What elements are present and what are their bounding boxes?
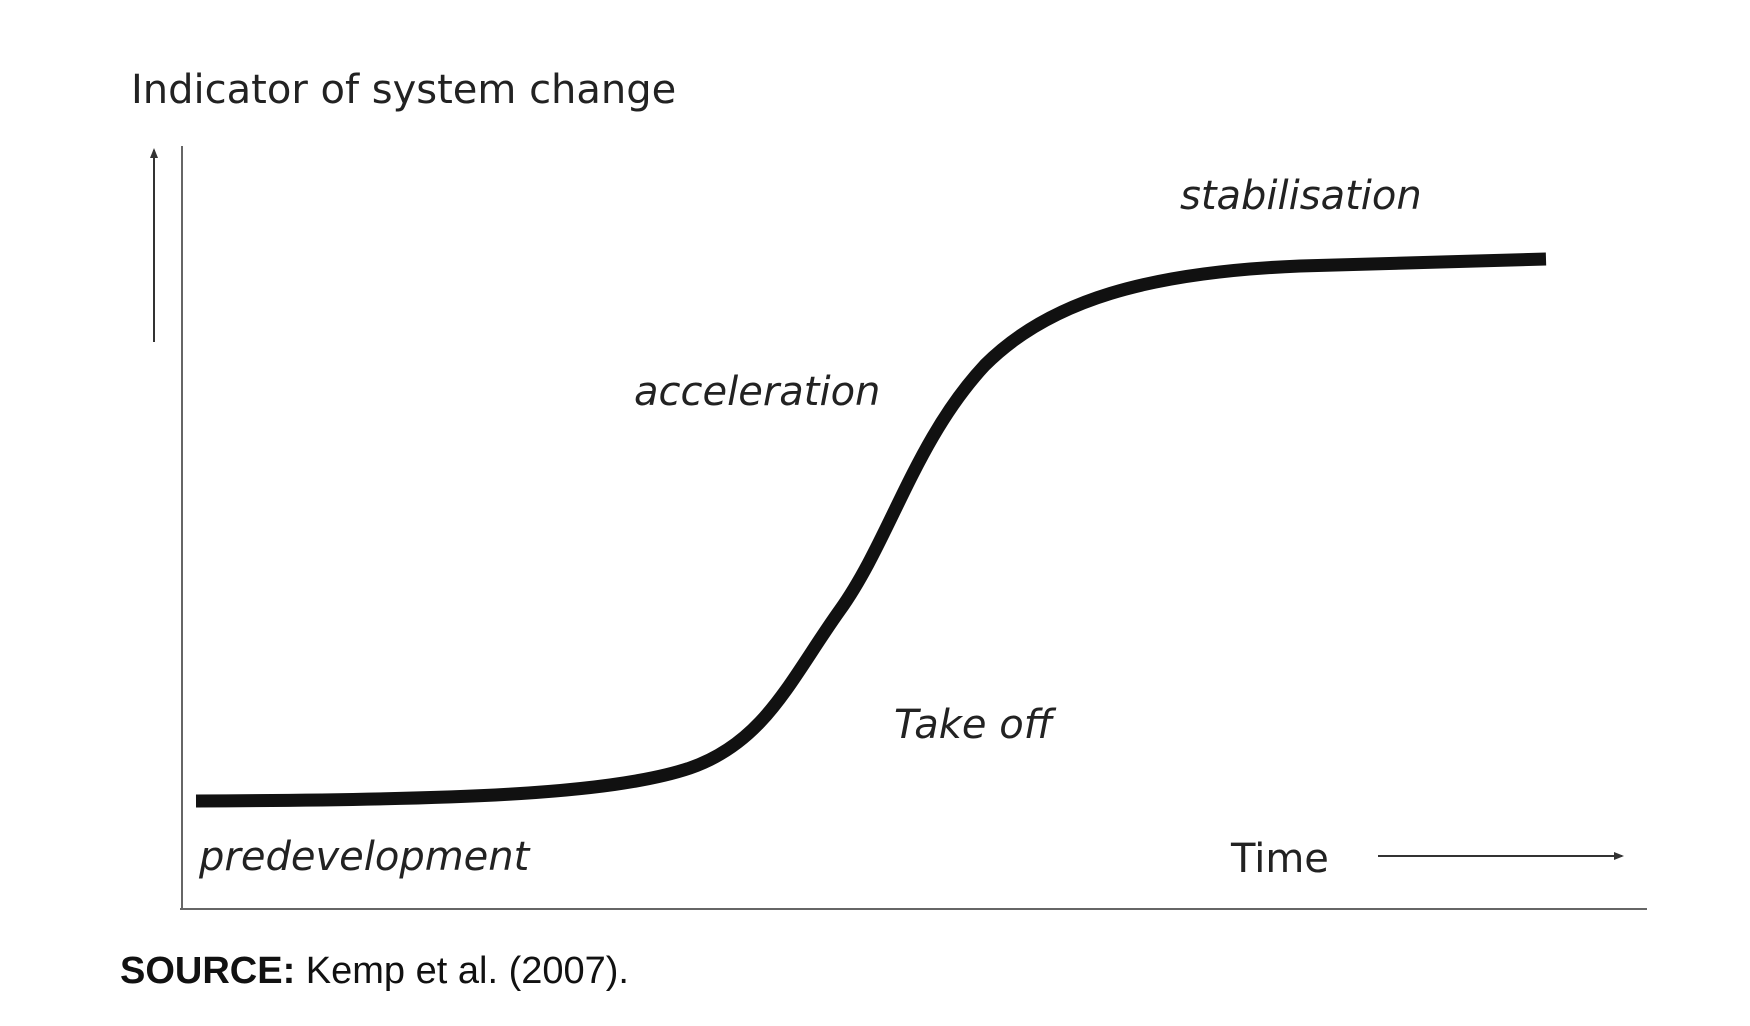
stage-label: stabilisation bbox=[1180, 173, 1422, 219]
stage-label: predevelopment bbox=[198, 834, 531, 880]
stage-label: Take off bbox=[894, 702, 1057, 748]
source-label: SOURCE: bbox=[120, 950, 295, 992]
stage-label: acceleration bbox=[634, 369, 880, 415]
source-text: Kemp et al. (2007). bbox=[306, 950, 629, 992]
x-axis-label: Time bbox=[1230, 836, 1329, 882]
s-curve bbox=[195, 252, 1547, 808]
y-axis-label: Indicator of system change bbox=[131, 67, 676, 113]
source: SOURCE: Kemp et al. (2007). bbox=[120, 950, 629, 992]
